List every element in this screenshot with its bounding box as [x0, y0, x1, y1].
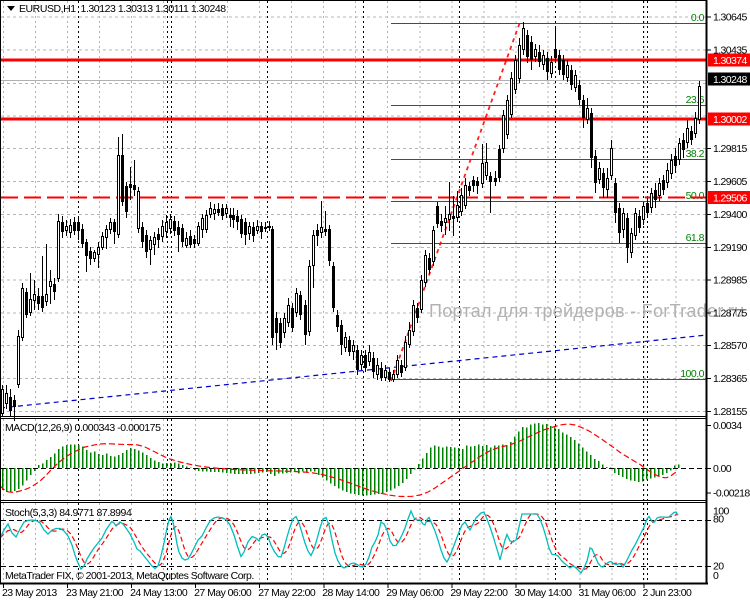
svg-text:Портал для трейдеров - ForTrad: Портал для трейдеров - ForTrader.ru	[429, 301, 744, 321]
svg-text:1.28155: 1.28155	[713, 406, 748, 418]
svg-text:23 May 2013: 23 May 2013	[2, 587, 57, 599]
svg-text:1.30374: 1.30374	[713, 55, 748, 67]
svg-text:27 May 22:00: 27 May 22:00	[258, 587, 316, 599]
svg-text:31 May 06:00: 31 May 06:00	[578, 587, 636, 599]
svg-text:0: 0	[713, 570, 719, 582]
svg-text:27 May 06:00: 27 May 06:00	[194, 587, 252, 599]
svg-text:1.28365: 1.28365	[713, 373, 748, 385]
svg-text:1.30645: 1.30645	[713, 12, 748, 24]
svg-text:80: 80	[713, 514, 724, 526]
svg-text:1.28775: 1.28775	[713, 308, 748, 320]
svg-text:EURUSD,H1 1.30123 1.30313 1.3: EURUSD,H1 1.30123 1.30313 1.30111 1.3024…	[19, 3, 226, 15]
svg-text:1.30002: 1.30002	[713, 114, 748, 126]
svg-text:38.2: 38.2	[686, 148, 705, 160]
svg-text:24 May 13:00: 24 May 13:00	[130, 587, 188, 599]
svg-text:30 May 14:00: 30 May 14:00	[514, 587, 572, 599]
svg-text:MACD(12,26,9) 0.000343 -0.0001: MACD(12,26,9) 0.000343 -0.000175	[5, 422, 161, 434]
svg-text:28 May 14:00: 28 May 14:00	[322, 587, 380, 599]
svg-text:100.0: 100.0	[680, 368, 704, 380]
svg-text:23.6: 23.6	[686, 94, 705, 106]
svg-text:1.29400: 1.29400	[713, 209, 748, 221]
svg-text:23 May 21:00: 23 May 21:00	[66, 587, 124, 599]
svg-text:1.29815: 1.29815	[713, 143, 748, 155]
svg-text:Stoch(5,3,3) 84.9771 87.8994: Stoch(5,3,3) 84.9771 87.8994	[5, 507, 132, 519]
svg-text:1.28570: 1.28570	[713, 340, 748, 352]
svg-text:0.0034: 0.0034	[713, 420, 742, 432]
svg-text:0.0: 0.0	[691, 12, 705, 24]
svg-text:61.8: 61.8	[686, 232, 705, 244]
svg-text:1.29605: 1.29605	[713, 176, 748, 188]
svg-text:1.29506: 1.29506	[713, 193, 748, 205]
svg-text:29 May 22:00: 29 May 22:00	[450, 587, 508, 599]
svg-text:29 May 06:00: 29 May 06:00	[386, 587, 444, 599]
svg-text:-0.002188: -0.002188	[713, 488, 750, 500]
svg-text:50.0: 50.0	[686, 190, 705, 202]
svg-text:1.30248: 1.30248	[713, 74, 748, 86]
svg-text:MetaTrader FIX, © 2001-2013, M: MetaTrader FIX, © 2001-2013, MetaQuotes …	[5, 570, 254, 582]
svg-text:20: 20	[713, 561, 724, 573]
svg-text:1.29190: 1.29190	[713, 242, 748, 254]
svg-text:100: 100	[713, 506, 729, 518]
svg-text:1.28985: 1.28985	[713, 275, 748, 287]
svg-text:0.00: 0.00	[713, 463, 732, 475]
svg-text:2 Jun 23:00: 2 Jun 23:00	[643, 587, 693, 599]
